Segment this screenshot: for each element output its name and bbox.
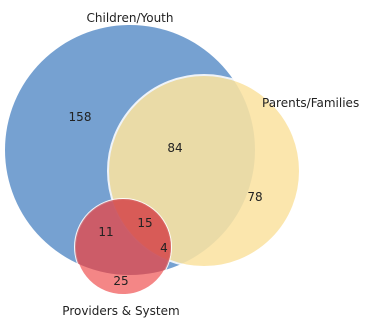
children-youth-label: Children/Youth [87, 11, 174, 25]
all-three-count: 15 [137, 216, 152, 230]
children-parents-count: 84 [167, 141, 182, 155]
parents-only-count: 78 [247, 190, 262, 204]
parents-providers-count: 4 [160, 241, 168, 255]
providers-only-count: 25 [113, 274, 128, 288]
parents-families-label: Parents/Families [262, 96, 359, 110]
children-providers-count: 11 [98, 225, 113, 239]
children-only-count: 158 [69, 110, 92, 124]
providers-system-label: Providers & System [62, 304, 179, 318]
